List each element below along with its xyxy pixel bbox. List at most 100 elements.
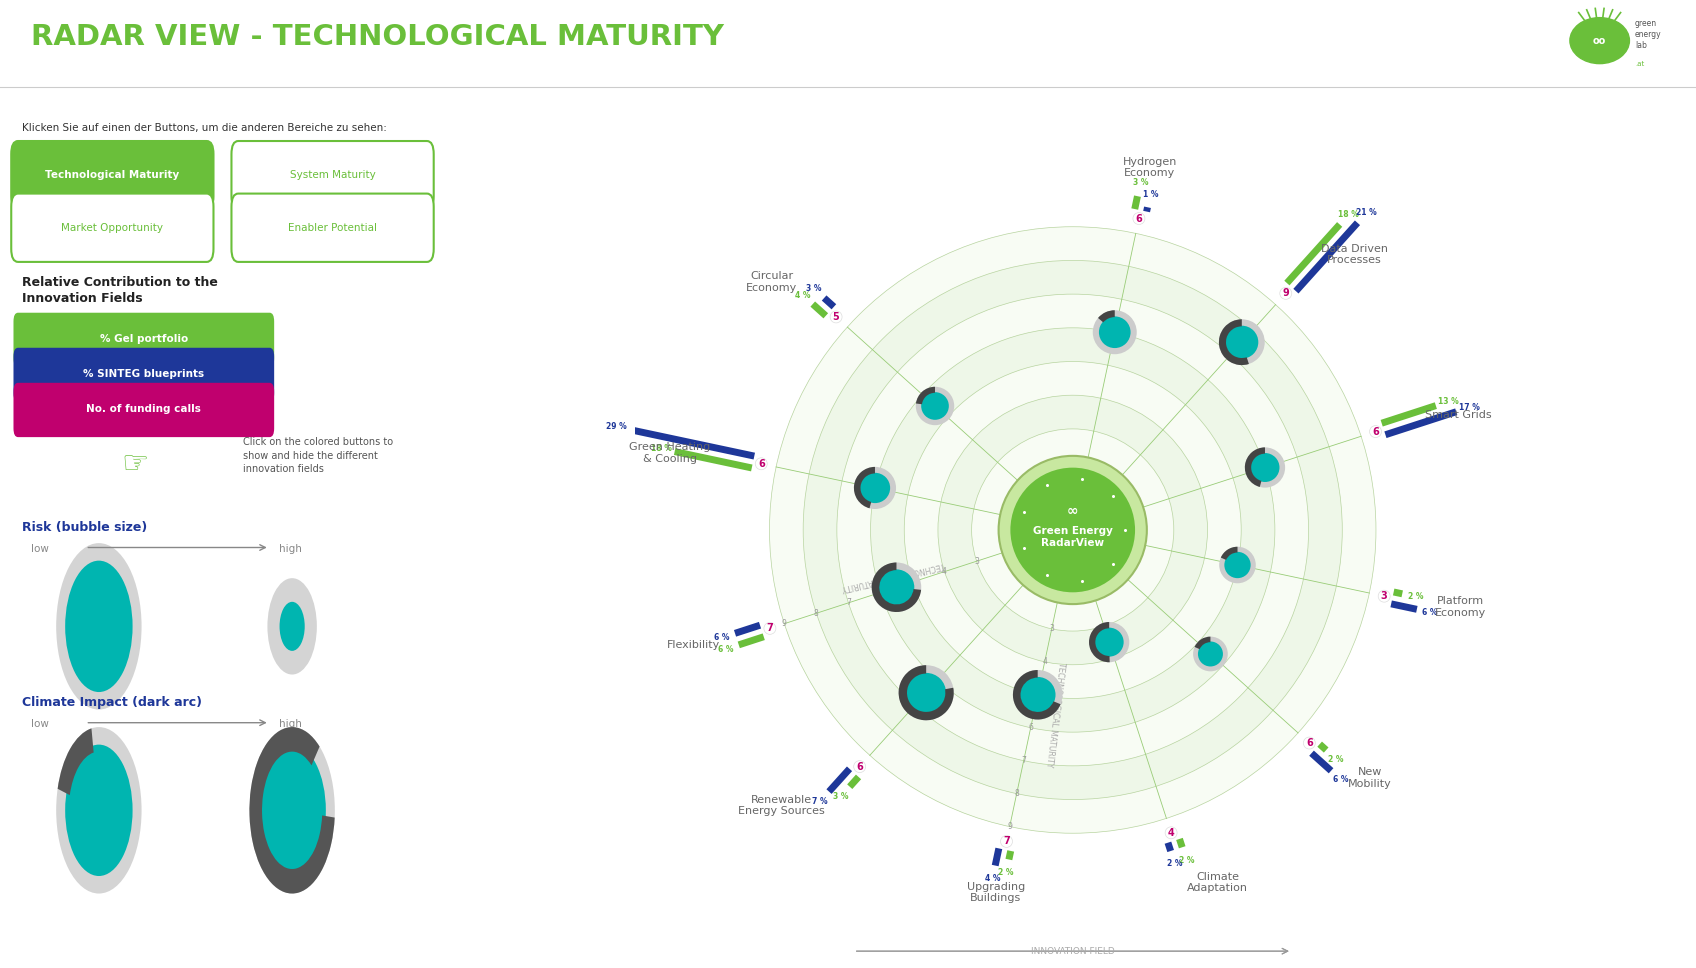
Circle shape bbox=[1089, 622, 1130, 662]
Circle shape bbox=[1245, 447, 1286, 488]
Circle shape bbox=[972, 429, 1174, 631]
Circle shape bbox=[872, 562, 921, 612]
FancyBboxPatch shape bbox=[231, 141, 434, 209]
Text: ☞: ☞ bbox=[120, 450, 149, 479]
Wedge shape bbox=[1219, 319, 1248, 365]
Circle shape bbox=[56, 543, 141, 710]
Text: 5: 5 bbox=[911, 578, 914, 587]
Text: RADAR VIEW - TECHNOLOGICAL MATURITY: RADAR VIEW - TECHNOLOGICAL MATURITY bbox=[31, 23, 724, 50]
Text: 6: 6 bbox=[758, 459, 765, 469]
Text: 2 %: 2 % bbox=[999, 868, 1014, 877]
Circle shape bbox=[904, 361, 1241, 699]
Text: Market Opportunity: Market Opportunity bbox=[61, 223, 163, 232]
Text: high: high bbox=[278, 719, 302, 729]
Text: 4 %: 4 % bbox=[985, 874, 1001, 883]
Circle shape bbox=[1225, 552, 1250, 578]
Text: % Gel portfolio: % Gel portfolio bbox=[100, 334, 188, 344]
Text: 18 %: 18 % bbox=[1338, 210, 1358, 219]
Text: 9: 9 bbox=[1007, 822, 1013, 832]
Circle shape bbox=[1094, 627, 1124, 656]
Wedge shape bbox=[853, 467, 875, 508]
Text: .at: .at bbox=[1635, 62, 1643, 68]
FancyBboxPatch shape bbox=[12, 194, 214, 262]
Wedge shape bbox=[784, 529, 1072, 755]
Text: 6: 6 bbox=[1136, 214, 1143, 224]
Circle shape bbox=[836, 294, 1309, 766]
Text: System Maturity: System Maturity bbox=[290, 170, 375, 180]
Circle shape bbox=[1225, 325, 1258, 359]
Circle shape bbox=[1219, 319, 1265, 365]
Wedge shape bbox=[1013, 670, 1060, 719]
Text: 3 %: 3 % bbox=[806, 285, 823, 293]
Circle shape bbox=[770, 227, 1375, 833]
Wedge shape bbox=[249, 727, 334, 893]
Text: 2 %: 2 % bbox=[1179, 856, 1194, 864]
Text: Green Energy
RadarView: Green Energy RadarView bbox=[1033, 526, 1113, 548]
Circle shape bbox=[804, 260, 1342, 800]
Text: Renewable
Energy Sources: Renewable Energy Sources bbox=[738, 795, 824, 816]
Circle shape bbox=[938, 395, 1208, 665]
Text: TECHNOLOGICAL MATURITY: TECHNOLOGICAL MATURITY bbox=[1043, 661, 1065, 768]
Text: 3: 3 bbox=[1050, 624, 1055, 633]
Text: oo: oo bbox=[1593, 36, 1606, 45]
Text: 6: 6 bbox=[856, 762, 863, 771]
Text: Climate
Adaptation: Climate Adaptation bbox=[1187, 871, 1248, 893]
Circle shape bbox=[64, 560, 132, 692]
Circle shape bbox=[853, 467, 895, 509]
Circle shape bbox=[56, 727, 141, 893]
Text: low: low bbox=[32, 544, 49, 554]
Text: 3 %: 3 % bbox=[833, 792, 848, 802]
Circle shape bbox=[906, 673, 946, 712]
Circle shape bbox=[1006, 463, 1140, 597]
Text: 6: 6 bbox=[1306, 738, 1313, 748]
Text: % SINTEG blueprints: % SINTEG blueprints bbox=[83, 369, 205, 379]
Text: New
Mobility: New Mobility bbox=[1348, 768, 1392, 789]
Text: 7: 7 bbox=[1021, 756, 1026, 765]
Wedge shape bbox=[1097, 311, 1114, 322]
Circle shape bbox=[1013, 670, 1062, 719]
Text: 5: 5 bbox=[833, 312, 840, 322]
Text: low: low bbox=[32, 719, 49, 729]
Circle shape bbox=[1099, 317, 1131, 348]
Wedge shape bbox=[1089, 622, 1109, 662]
FancyBboxPatch shape bbox=[14, 382, 275, 438]
Text: INNOVATION FIELD: INNOVATION FIELD bbox=[1031, 947, 1114, 955]
Circle shape bbox=[1219, 547, 1255, 584]
Text: 6 %: 6 % bbox=[1423, 608, 1438, 617]
FancyBboxPatch shape bbox=[14, 348, 275, 402]
Circle shape bbox=[1040, 497, 1106, 563]
Text: 9: 9 bbox=[782, 620, 787, 628]
Text: 2 %: 2 % bbox=[1167, 860, 1182, 868]
Text: 5: 5 bbox=[1035, 690, 1040, 699]
Text: Circular
Economy: Circular Economy bbox=[746, 271, 797, 292]
Circle shape bbox=[268, 578, 317, 675]
Wedge shape bbox=[1245, 447, 1265, 487]
Circle shape bbox=[1250, 453, 1279, 482]
Text: 6 %: 6 % bbox=[717, 645, 734, 653]
Text: 13 %: 13 % bbox=[1438, 397, 1459, 406]
Circle shape bbox=[999, 456, 1146, 604]
Text: Platform
Economy: Platform Economy bbox=[1435, 596, 1486, 618]
Wedge shape bbox=[916, 387, 934, 405]
Text: 1: 1 bbox=[1063, 559, 1068, 567]
Text: 21 %: 21 % bbox=[1357, 208, 1377, 217]
Wedge shape bbox=[58, 728, 93, 795]
Circle shape bbox=[1197, 642, 1223, 667]
Circle shape bbox=[1019, 677, 1055, 712]
Circle shape bbox=[879, 569, 914, 605]
Circle shape bbox=[860, 472, 890, 503]
Circle shape bbox=[1570, 17, 1630, 64]
Text: Flexibility: Flexibility bbox=[667, 640, 721, 650]
Text: Green Heating
& Cooling: Green Heating & Cooling bbox=[629, 442, 711, 464]
Text: Click on the colored buttons to
show and hide the different
innovation fields: Click on the colored buttons to show and… bbox=[243, 438, 393, 473]
Text: 17 %: 17 % bbox=[1459, 403, 1479, 412]
Text: 4: 4 bbox=[941, 567, 946, 576]
Text: 6 %: 6 % bbox=[1333, 775, 1348, 784]
Text: TECHNOLOGICAL MATURITY: TECHNOLOGICAL MATURITY bbox=[841, 560, 945, 592]
Wedge shape bbox=[870, 529, 1072, 827]
Text: No. of funding calls: No. of funding calls bbox=[86, 404, 202, 414]
Text: 3: 3 bbox=[974, 557, 979, 565]
Circle shape bbox=[64, 744, 132, 876]
Circle shape bbox=[1092, 311, 1136, 354]
Text: 6: 6 bbox=[1372, 427, 1379, 437]
